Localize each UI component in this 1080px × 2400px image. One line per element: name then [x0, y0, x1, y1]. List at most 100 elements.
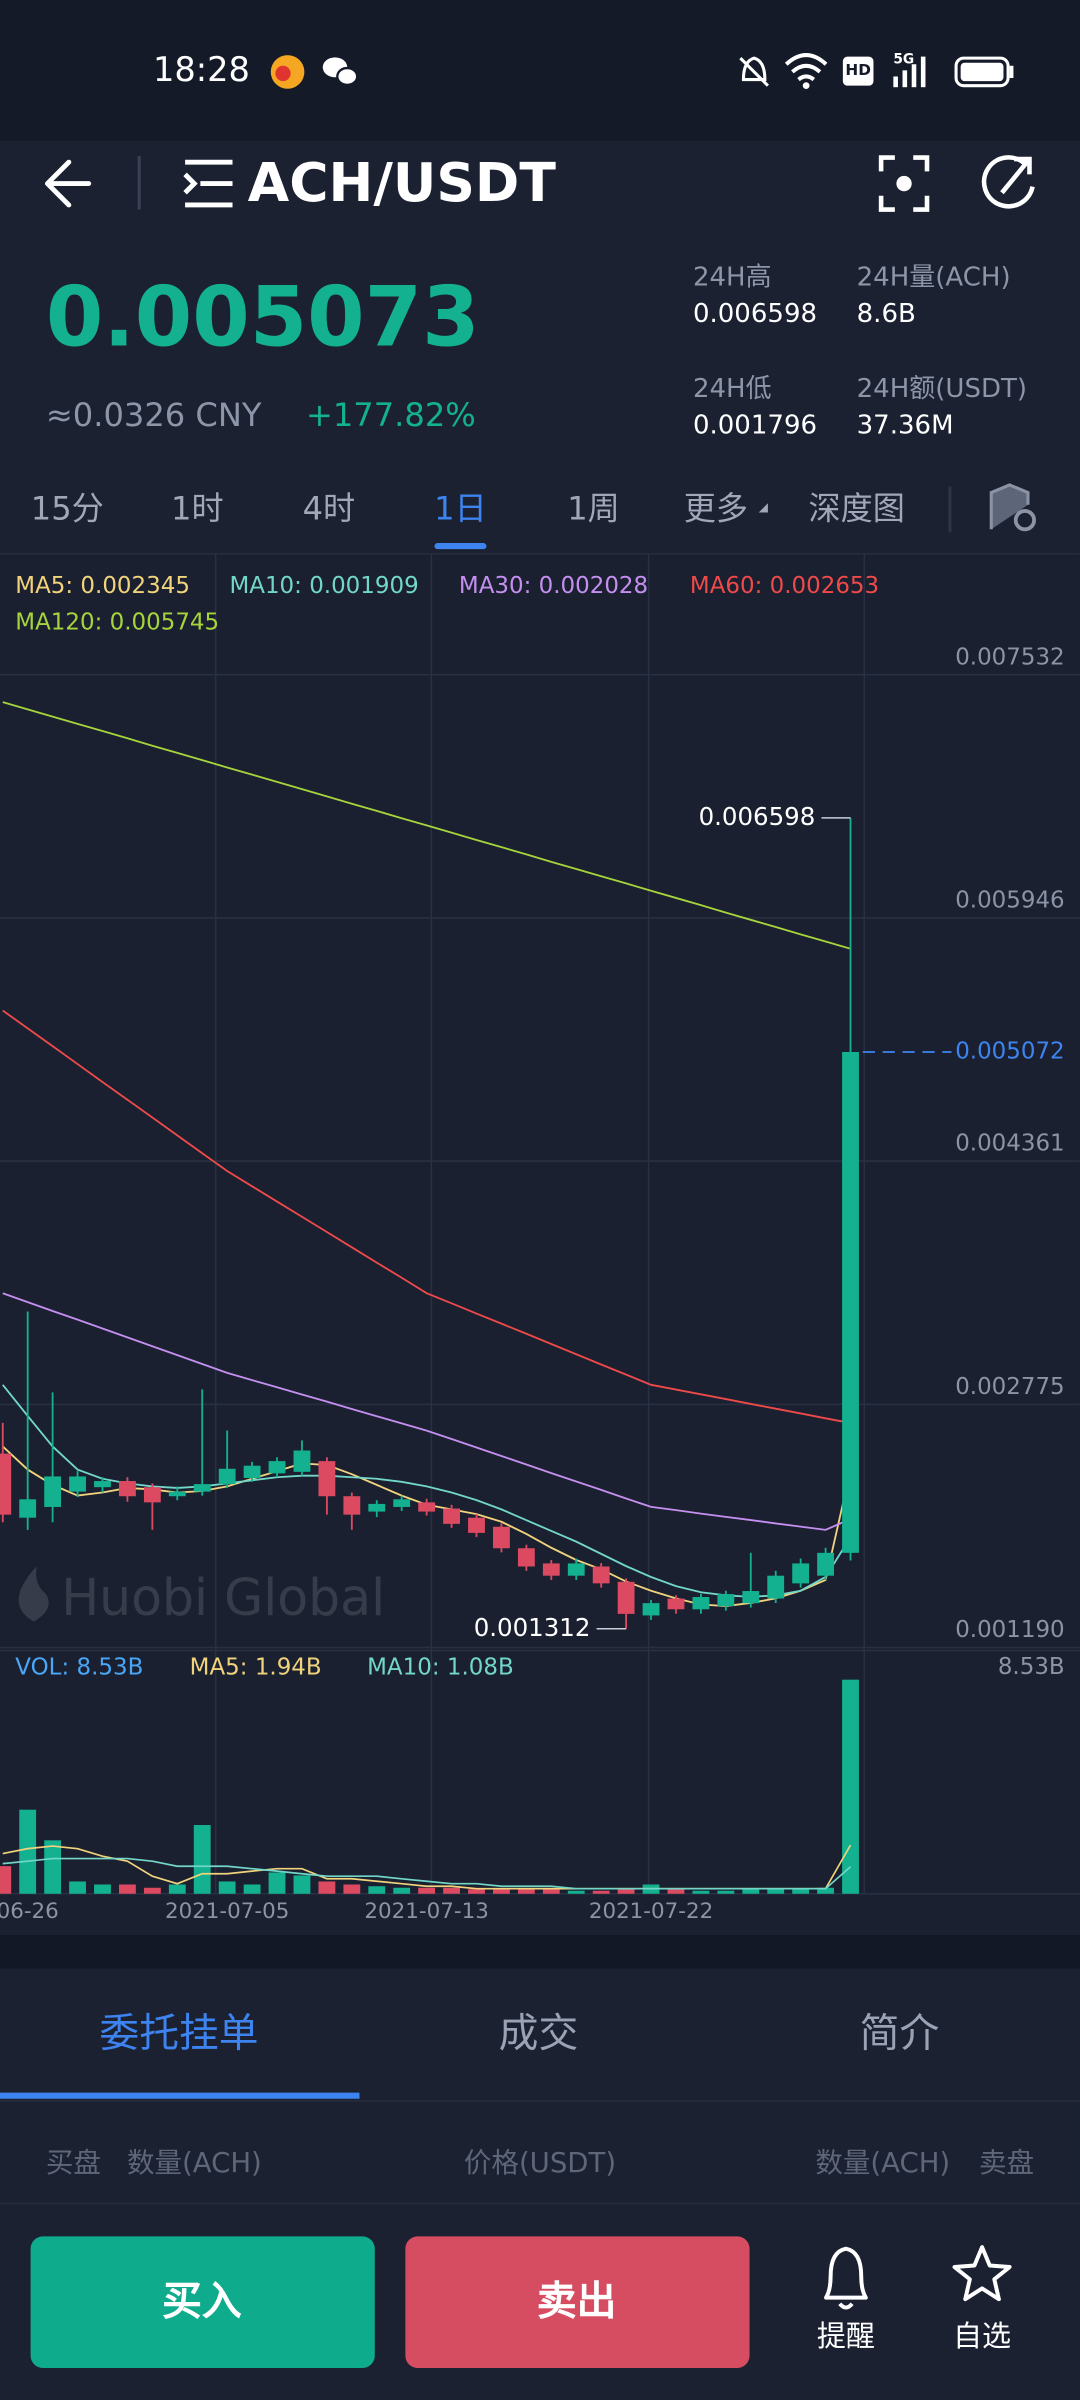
- y-tick-label: 0.001190: [955, 1617, 1064, 1643]
- share-button[interactable]: [981, 155, 1035, 209]
- candle-body: [692, 1597, 710, 1610]
- volume-bar: [343, 1884, 361, 1894]
- y-tick-label: 0.007532: [955, 644, 1064, 670]
- legend-value: 0.002028: [538, 571, 649, 599]
- legend-value: 0.002345: [80, 571, 190, 599]
- volume-bar: [792, 1889, 810, 1894]
- candle-body: [293, 1450, 311, 1472]
- legend-value: 1.08B: [446, 1652, 514, 1681]
- candle-body: [318, 1461, 336, 1497]
- kline-chart: Huobi Global 0.007532 0.005946 0.004361 0.00…: [0, 553, 1080, 1924]
- favorite-button[interactable]: [952, 2245, 1012, 2302]
- candle-body: [418, 1502, 436, 1512]
- buy-button[interactable]: [30, 2236, 375, 2368]
- signal-icon: [920, 56, 926, 88]
- more-caret: [758, 503, 768, 513]
- fullscreen-button[interactable]: [878, 155, 930, 212]
- y-tick-label: 0.005946: [955, 888, 1064, 914]
- candle-body: [368, 1503, 386, 1512]
- hd-icon: [842, 56, 874, 86]
- mute-icon: [739, 56, 769, 87]
- clock: 18:28: [152, 52, 250, 91]
- candle-body: [592, 1566, 610, 1584]
- chart-settings-button[interactable]: [989, 483, 1036, 532]
- volume-bar: [592, 1890, 610, 1894]
- volume-bar: [69, 1881, 86, 1894]
- alert-button[interactable]: [824, 2246, 868, 2310]
- volume-bar: [268, 1872, 286, 1894]
- ma-line: [2, 701, 851, 950]
- sell-label[interactable]: 卖出: [536, 2279, 617, 2326]
- order-tab[interactable]: 委托挂单: [99, 2011, 259, 2058]
- volume-bar: [44, 1840, 62, 1894]
- volume-bar: [0, 1866, 12, 1894]
- candle-body: [243, 1465, 261, 1478]
- order-book-column: 买盘: [45, 2147, 101, 2180]
- volume-bar: [218, 1881, 236, 1894]
- candle-body: [268, 1461, 286, 1474]
- signal-icon: [911, 64, 917, 88]
- interval-tab[interactable]: 15分: [30, 490, 104, 527]
- legend-value: 8.53B: [76, 1652, 144, 1681]
- order-tab-bar: [0, 1968, 1080, 2102]
- y-tick-label: 0.002775: [955, 1374, 1064, 1400]
- legend-name: MA5: [190, 1653, 255, 1681]
- legend-entry: MA50.002345: [15, 571, 190, 599]
- legend-name: MA5: [15, 571, 80, 599]
- candle-body: [0, 1453, 12, 1515]
- stat-value: 37.36M: [856, 410, 954, 442]
- interval-tab[interactable]: 深度图: [808, 490, 905, 527]
- candle-body: [168, 1491, 186, 1497]
- legend-value: 1.94B: [254, 1652, 322, 1681]
- candle-body: [517, 1548, 535, 1567]
- candle-body: [343, 1496, 361, 1515]
- interval-tab[interactable]: 更多: [683, 490, 749, 527]
- candle-body: [218, 1468, 236, 1485]
- interval-tab[interactable]: 4时: [302, 490, 356, 527]
- battery-tip: [1009, 65, 1014, 79]
- ma-line: [2, 1384, 852, 1598]
- volume-bar: [119, 1884, 136, 1894]
- order-tab[interactable]: 成交: [498, 2011, 579, 2058]
- interval-tab[interactable]: 1日: [434, 490, 487, 527]
- candle-body: [767, 1575, 785, 1599]
- high-label: 0.006598: [699, 802, 816, 831]
- back-button[interactable]: [44, 159, 92, 208]
- candle-body: [393, 1499, 411, 1507]
- candle-body: [94, 1481, 111, 1488]
- stat-value: 0.001796: [692, 410, 818, 442]
- watermark-logo: [18, 1566, 49, 1622]
- volume-bar: [418, 1887, 436, 1894]
- candle-body: [642, 1603, 660, 1616]
- volume-bar: [19, 1809, 37, 1894]
- order-book-column: 卖盘: [979, 2147, 1035, 2180]
- order-tab[interactable]: 简介: [859, 2011, 940, 2058]
- stat-label: 24H量(ACH): [856, 262, 1011, 293]
- legend-name: MA10: [229, 571, 309, 599]
- pair-list-button[interactable]: [183, 159, 233, 208]
- interval-tab[interactable]: 1周: [567, 490, 620, 527]
- signal-icon: [893, 76, 898, 88]
- order-book-column: 数量(ACH): [815, 2147, 951, 2180]
- candle-body: [717, 1594, 735, 1607]
- last-price-label: 0.005072: [955, 1038, 1064, 1064]
- volume-bar: [318, 1881, 336, 1894]
- volume-bar: [517, 1889, 535, 1894]
- volume-bar: [143, 1887, 161, 1894]
- battery-icon: [954, 56, 1010, 88]
- volume-bar: [842, 1679, 859, 1894]
- alert-label[interactable]: 提醒: [816, 2319, 876, 2354]
- legend-entry: VOL8.53B: [15, 1652, 144, 1681]
- buy-label[interactable]: 买入: [162, 2279, 242, 2326]
- sell-button[interactable]: [405, 2236, 750, 2368]
- stat-value: 8.6B: [856, 299, 916, 330]
- volume-bar: [617, 1889, 635, 1894]
- ma-line: [2, 1292, 851, 1531]
- favorite-label[interactable]: 自选: [952, 2319, 1012, 2354]
- low-label: 0.001312: [474, 1613, 591, 1642]
- interval-tab[interactable]: 1时: [171, 490, 224, 527]
- legend-entry: MA300.002028: [459, 571, 649, 599]
- last-price: 0.005073: [45, 269, 480, 366]
- x-tick-label: 2021-07-05: [165, 1899, 289, 1924]
